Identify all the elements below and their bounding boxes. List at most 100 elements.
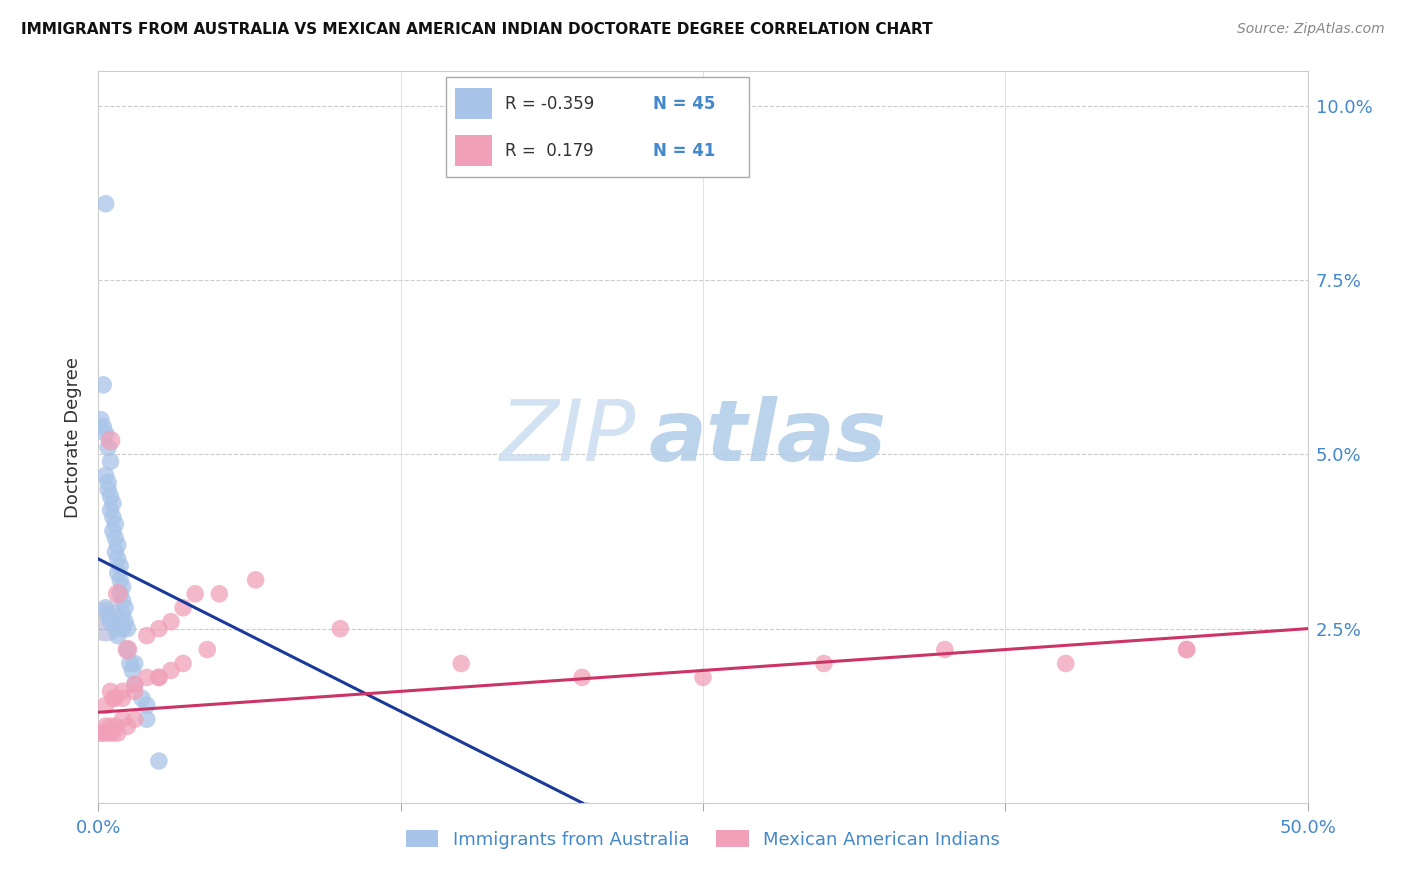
Point [101,496,124,510]
Point [94,719,117,733]
Point [1175,642,1198,657]
Point [124,657,146,671]
Text: R = -0.359: R = -0.359 [505,95,593,112]
Point [117,719,139,733]
Point [111,622,134,636]
Point [135,712,157,726]
Point [94,468,117,483]
Point [97,441,120,455]
Point [108,573,131,587]
Point [100,719,122,733]
Point [148,670,170,684]
Text: N = 45: N = 45 [654,95,716,112]
Point [97,483,120,497]
Point [111,684,134,698]
Point [245,573,267,587]
Point [111,594,134,608]
Point [100,684,122,698]
Point [571,670,593,684]
Point [111,712,134,726]
Point [117,642,139,657]
Point [94,615,117,629]
Point [329,622,352,636]
Point [195,642,218,657]
Point [813,657,835,671]
Bar [456,88,492,119]
Point [100,489,122,503]
Point [100,434,122,448]
Legend: Immigrants from Australia, Mexican American Indians: Immigrants from Australia, Mexican Ameri… [398,823,1008,856]
Point [104,622,127,636]
Point [104,531,127,545]
Point [1175,642,1198,657]
Point [135,698,157,713]
Point [91,419,114,434]
Point [100,503,122,517]
Point [94,196,117,211]
Point [450,657,472,671]
Point [124,677,146,691]
Point [135,629,157,643]
Point [124,677,146,691]
Point [97,726,120,740]
Point [90,726,112,740]
Text: Source: ZipAtlas.com: Source: ZipAtlas.com [1237,22,1385,37]
Point [108,587,131,601]
Y-axis label: Doctorate Degree: Doctorate Degree [63,357,82,517]
Point [100,615,122,629]
FancyBboxPatch shape [446,77,749,178]
Point [101,726,124,740]
Point [111,580,134,594]
Point [160,615,183,629]
Point [104,517,127,532]
Point [111,691,134,706]
Point [131,691,153,706]
Point [114,600,136,615]
Point [101,510,124,524]
Point [107,726,129,740]
Text: R =  0.179: R = 0.179 [505,142,593,160]
Point [124,684,146,698]
Point [91,726,114,740]
Point [107,629,129,643]
Point [100,454,122,468]
Point [101,524,124,538]
Point [104,719,127,733]
Point [94,600,117,615]
Point [172,657,194,671]
Point [107,538,129,552]
Point [135,670,157,684]
Point [111,607,134,622]
Point [148,754,170,768]
Point [208,587,231,601]
Point [97,475,120,490]
Point [97,607,120,622]
Text: IMMIGRANTS FROM AUSTRALIA VS MEXICAN AMERICAN INDIAN DOCTORATE DEGREE CORRELATIO: IMMIGRANTS FROM AUSTRALIA VS MEXICAN AME… [21,22,932,37]
Point [114,615,136,629]
Point [692,670,714,684]
Point [118,657,141,671]
Point [117,622,139,636]
Point [172,600,194,615]
Point [104,691,127,706]
Point [1054,657,1077,671]
Point [148,622,170,636]
Text: atlas: atlas [648,395,887,479]
Point [94,698,117,713]
Point [934,642,956,657]
Bar [456,136,492,166]
Point [104,545,127,559]
Point [124,712,146,726]
Point [160,664,183,678]
Text: ZIP: ZIP [501,395,637,479]
Point [107,552,129,566]
Point [121,664,143,678]
Point [148,670,170,684]
Point [91,377,114,392]
Point [184,587,207,601]
Point [101,691,124,706]
Point [94,426,117,441]
Point [108,558,131,573]
Point [117,642,139,657]
Point [90,412,112,426]
